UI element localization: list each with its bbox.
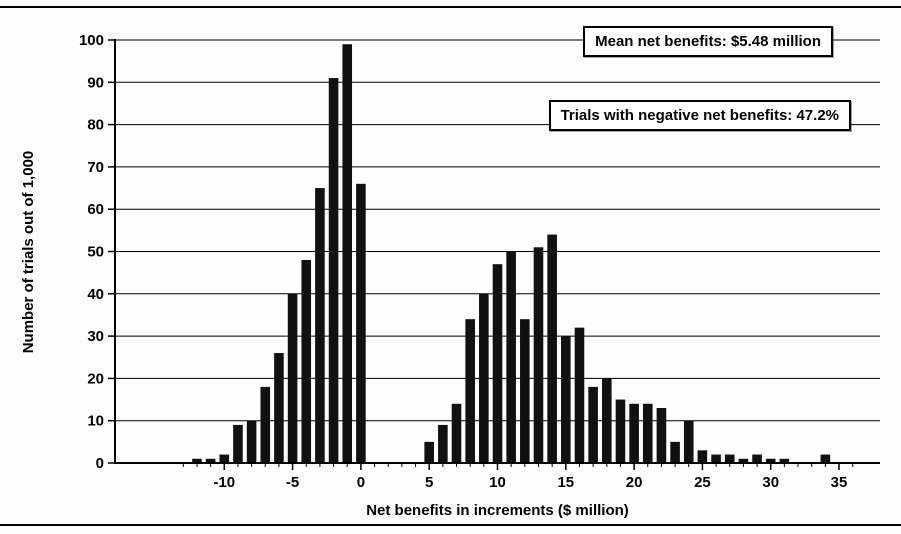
- y-tick-label: 0: [96, 455, 104, 472]
- y-tick-label: 40: [87, 286, 104, 303]
- x-axis-label: Net benefits in increments ($ million): [366, 502, 629, 519]
- histogram-bar: [588, 386, 598, 463]
- histogram-bar: [711, 454, 721, 463]
- histogram-bar: [601, 378, 612, 463]
- histogram-bar: [615, 399, 626, 463]
- x-tick-label: 30: [762, 474, 779, 491]
- histogram-bar: [642, 403, 653, 463]
- histogram-bar: [287, 293, 298, 463]
- x-tick-label: 25: [694, 474, 711, 491]
- histogram-bar: [301, 259, 312, 463]
- histogram-bar: [246, 420, 257, 463]
- histogram-bar: [683, 420, 694, 463]
- y-tick-label: 90: [87, 74, 104, 91]
- y-axis-label: Number of trials out of 1,000: [20, 150, 37, 354]
- histogram-bar: [192, 458, 202, 463]
- histogram-bar: [342, 44, 353, 463]
- histogram-bar: [574, 327, 585, 463]
- histogram-bar: [561, 336, 571, 463]
- y-tick-label: 50: [87, 244, 104, 261]
- x-tick-label: -5: [286, 474, 299, 491]
- top-divider: [0, 6, 901, 8]
- y-tick-label: 10: [87, 413, 104, 430]
- histogram-bar: [820, 454, 831, 463]
- x-tick-label: 15: [557, 474, 574, 491]
- histogram-bar: [533, 247, 544, 463]
- histogram-bar: [479, 293, 489, 463]
- histogram-bar: [724, 454, 735, 463]
- x-tick-label: 20: [626, 474, 643, 491]
- x-tick-label: 10: [489, 474, 506, 491]
- histogram-bar: [656, 408, 667, 463]
- histogram-bar: [438, 424, 448, 463]
- histogram-bar: [424, 441, 434, 463]
- histogram-bar: [738, 458, 749, 463]
- histogram-bar: [547, 234, 557, 463]
- y-tick-label: 80: [87, 117, 104, 134]
- histogram-bar: [506, 251, 516, 463]
- x-tick-label: 0: [357, 474, 365, 491]
- histogram-bar: [274, 353, 284, 463]
- histogram-bar: [356, 183, 366, 463]
- histogram-bar: [779, 458, 790, 463]
- histogram-bar: [465, 319, 475, 463]
- y-tick-label: 100: [79, 32, 104, 49]
- histogram-bar: [520, 319, 530, 463]
- histogram-bar: [315, 188, 325, 464]
- histogram-bar: [697, 450, 708, 463]
- y-tick-label: 70: [87, 159, 104, 176]
- x-tick-label: 5: [425, 474, 433, 491]
- histogram-bar: [492, 264, 503, 463]
- histogram-bar: [451, 403, 462, 463]
- histogram-bar: [328, 78, 339, 463]
- histogram-bar: [752, 454, 762, 463]
- x-tick-label: 35: [831, 474, 848, 491]
- y-tick-label: 20: [87, 370, 104, 387]
- y-tick-label: 30: [87, 328, 104, 345]
- negative-net-benefits-annotation: Trials with negative net benefits: 47.2%: [548, 100, 851, 131]
- histogram-bar: [205, 458, 216, 463]
- bottom-divider: [0, 524, 901, 526]
- histogram-bar: [765, 458, 776, 463]
- y-tick-label: 60: [87, 201, 104, 218]
- histogram-bar: [233, 424, 243, 463]
- histogram-bar: [670, 441, 680, 463]
- mean-net-benefits-annotation: Mean net benefits: $5.48 million: [583, 26, 833, 57]
- histogram-bar: [219, 454, 230, 463]
- x-tick-label: -10: [213, 474, 235, 491]
- histogram-bar: [260, 386, 271, 463]
- histogram-bar: [629, 403, 639, 463]
